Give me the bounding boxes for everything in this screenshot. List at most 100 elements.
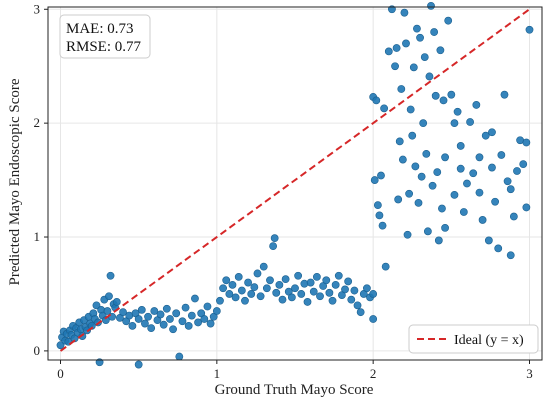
data-point <box>266 276 274 285</box>
data-point <box>441 153 449 162</box>
data-point <box>159 320 168 329</box>
legend-box <box>408 324 539 354</box>
data-point <box>270 234 279 243</box>
data-point <box>398 155 407 164</box>
data-point <box>384 47 393 56</box>
data-point <box>216 296 224 305</box>
x-axis-label: Ground Truth Mayo Score <box>215 382 374 398</box>
data-point <box>427 1 435 10</box>
data-point <box>325 288 334 297</box>
data-point <box>450 119 459 128</box>
data-point <box>300 279 309 288</box>
data-point <box>375 211 384 220</box>
data-point <box>150 307 159 315</box>
data-point <box>372 96 381 105</box>
data-point <box>444 16 453 25</box>
data-point <box>169 325 177 334</box>
data-point <box>381 262 390 271</box>
data-point <box>400 8 409 17</box>
data-point <box>478 216 487 224</box>
data-point <box>373 201 382 210</box>
data-point <box>184 321 193 330</box>
data-point <box>416 33 424 42</box>
data-point <box>331 280 340 289</box>
data-point <box>347 295 356 304</box>
data-point <box>450 190 459 199</box>
data-point <box>377 171 385 180</box>
data-point <box>441 224 449 232</box>
data-point <box>278 295 287 304</box>
data-point <box>294 271 303 280</box>
data-point <box>350 286 359 295</box>
data-point <box>297 290 306 298</box>
y-tick-label: 1 <box>34 229 41 244</box>
data-point <box>191 294 199 303</box>
data-point <box>397 85 406 93</box>
axis-ticks: 0 1 2 3 0 1 2 3 <box>34 1 533 381</box>
data-point <box>484 236 493 245</box>
data-point <box>459 208 468 216</box>
data-point <box>522 203 531 212</box>
data-point <box>291 284 299 293</box>
data-point <box>200 315 209 323</box>
data-point <box>475 188 484 197</box>
data-point <box>328 296 337 305</box>
data-point <box>144 312 152 321</box>
data-point <box>156 310 165 319</box>
data-point <box>425 72 434 81</box>
data-point <box>203 302 212 311</box>
data-point <box>497 151 506 159</box>
data-point <box>423 227 432 236</box>
data-point <box>101 316 110 325</box>
metrics-annotation: MAE: 0.73 RMSE: 0.77 <box>59 14 151 59</box>
data-point <box>247 290 256 298</box>
data-point <box>256 292 265 301</box>
data-point <box>414 198 423 207</box>
x-tick-label: 0 <box>57 366 64 381</box>
y-tick-label: 2 <box>34 115 41 130</box>
data-point <box>206 319 215 328</box>
data-point <box>212 307 221 315</box>
data-point <box>356 308 365 317</box>
data-point <box>262 284 271 293</box>
data-point <box>194 318 202 327</box>
data-point <box>303 298 312 306</box>
x-tick-label: 1 <box>214 366 221 381</box>
data-point <box>417 172 426 181</box>
data-point <box>309 287 318 296</box>
legend-label: Ideal (y = x) <box>454 333 524 348</box>
data-point <box>403 230 412 239</box>
data-point <box>456 164 465 173</box>
data-point <box>378 221 387 230</box>
data-point <box>231 293 240 302</box>
data-point <box>187 311 196 320</box>
data-point <box>509 212 518 221</box>
data-point <box>453 107 462 116</box>
data-point <box>219 284 227 293</box>
data-point <box>438 204 446 213</box>
data-point <box>456 142 465 150</box>
data-points <box>56 1 534 369</box>
data-point <box>222 276 231 285</box>
data-point <box>519 160 528 169</box>
data-point <box>434 236 443 245</box>
data-point <box>147 324 156 333</box>
data-point <box>436 46 445 55</box>
data-point <box>369 315 378 323</box>
data-point <box>119 308 127 317</box>
data-point <box>405 189 414 198</box>
data-point <box>430 28 439 36</box>
data-point <box>344 277 353 286</box>
data-point <box>322 276 331 285</box>
data-point <box>137 305 146 314</box>
plot-frame <box>47 6 543 361</box>
data-point <box>363 284 371 293</box>
data-point <box>253 269 262 278</box>
data-point <box>234 272 243 281</box>
mae-text: MAE: 0.73 <box>66 21 134 37</box>
data-point <box>488 163 496 172</box>
data-point <box>503 177 512 186</box>
rmse-text: RMSE: 0.77 <box>66 39 142 55</box>
data-point <box>281 275 290 284</box>
data-point <box>172 309 181 318</box>
